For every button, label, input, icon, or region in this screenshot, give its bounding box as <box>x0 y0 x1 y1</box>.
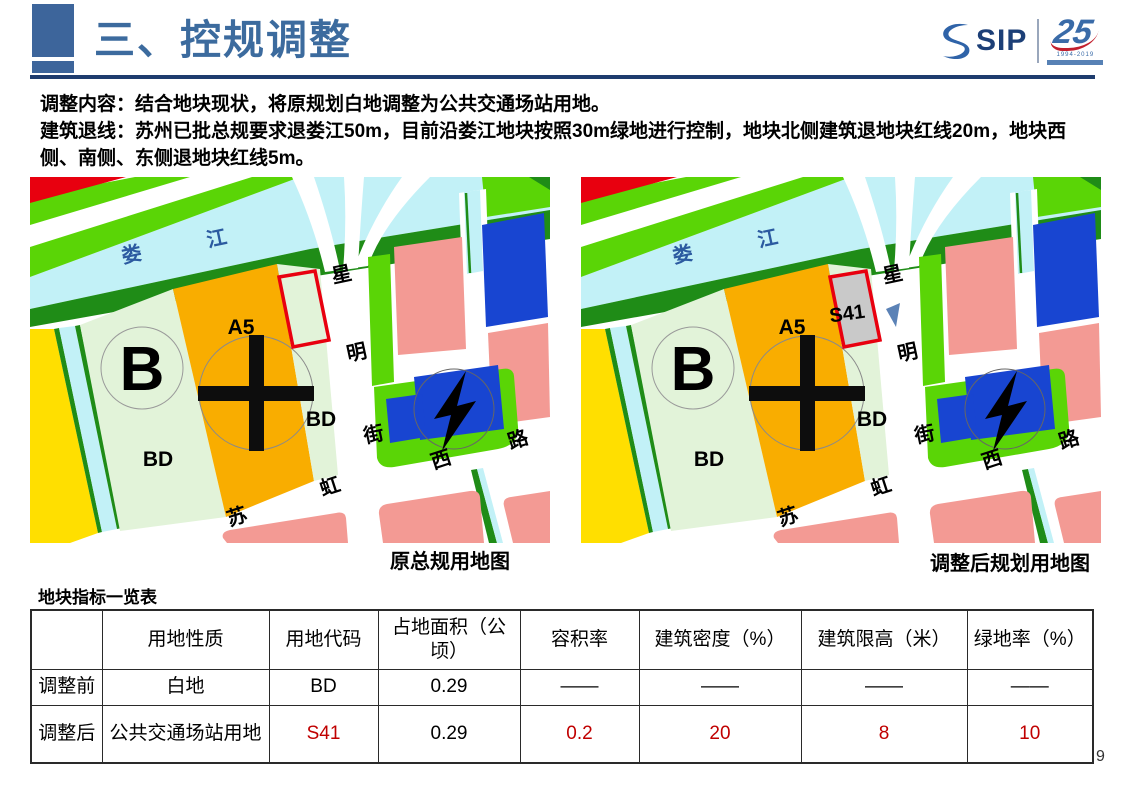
setback-paragraph: 建筑退线：苏州已批总规要求退娄江50m，目前沿娄江地块按照30m绿地进行控制，地… <box>40 120 1067 169</box>
page-title: 三、控规调整 <box>94 17 352 63</box>
caption-original-plan: 原总规用地图 <box>390 551 510 573</box>
logo-divider <box>1037 19 1040 63</box>
row-label-after: 调整后 <box>30 704 103 764</box>
header-density: 建筑密度（%） <box>638 609 802 670</box>
adjusted-parcel-s41 <box>827 268 883 350</box>
page-number: 9 <box>1096 748 1105 765</box>
header-empty <box>30 609 103 670</box>
header-far: 容积率 <box>519 609 640 670</box>
anniversary-25-logo: 25 1994-2019 <box>1047 13 1104 65</box>
cell-after-far: 0.2 <box>519 704 640 764</box>
header-rule <box>30 75 1095 79</box>
cell-after-height: 8 <box>800 704 968 764</box>
table-header-row: 用地性质 用地代码 占地面积（公顷） 容积率 建筑密度（%） 建筑限高（米） 绿… <box>30 609 1094 670</box>
cell-before-density: —— <box>638 668 802 706</box>
cell-before-land-code: BD <box>268 668 379 706</box>
cell-after-density: 20 <box>638 704 802 764</box>
table-row-before: 调整前 白地 BD 0.29 —— —— —— —— <box>30 668 1094 706</box>
table-title: 地块指标一览表 <box>38 588 157 607</box>
pointer-arrow-icon <box>886 303 900 327</box>
header-land-code: 用地代码 <box>268 609 379 670</box>
table-row-after: 调整后 公共交通场站用地 S41 0.29 0.2 20 8 10 <box>30 704 1094 764</box>
row-label-before: 调整前 <box>30 668 103 706</box>
title-bullet-bar <box>32 61 74 73</box>
header-land-use: 用地性质 <box>101 609 270 670</box>
cell-before-far: —— <box>519 668 640 706</box>
cell-after-land-use: 公共交通场站用地 <box>101 704 270 764</box>
map-after-svg: S41 <box>581 177 1101 543</box>
cell-before-green: —— <box>966 668 1094 706</box>
header-area: 占地面积（公顷） <box>377 609 521 670</box>
header-green-rate: 绿地率（%） <box>966 609 1094 670</box>
cell-before-height: —— <box>800 668 968 706</box>
title-bullet-square <box>32 4 74 57</box>
adjusted-parcel-outline-before <box>276 268 332 350</box>
anniversary-minitext-bar <box>1047 60 1104 65</box>
sip-logo-text: SIP <box>976 24 1028 57</box>
cell-after-area: 0.29 <box>377 704 521 764</box>
parcel-indicator-table: 用地性质 用地代码 占地面积（公顷） 容积率 建筑密度（%） 建筑限高（米） 绿… <box>30 609 1094 764</box>
adjustment-content-paragraph: 调整内容：结合地块现状，将原规划白地调整为公共交通场站用地。 <box>40 94 611 115</box>
map-before-svg: 娄 江 星 明 街 苏 虹 西 路 B BD BD A5 <box>30 177 550 543</box>
anniversary-years: 1994-2019 <box>1056 52 1095 58</box>
header-height-limit: 建筑限高（米） <box>800 609 968 670</box>
cell-after-green: 10 <box>966 704 1094 764</box>
cell-before-land-use: 白地 <box>101 668 270 706</box>
parcel-label-s41: S41 <box>828 301 866 328</box>
caption-adjusted-plan: 调整后规划用地图 <box>930 553 1090 575</box>
cell-before-area: 0.29 <box>377 668 521 706</box>
sip-logo: SIP 25 1994-2019 <box>938 10 1108 72</box>
anniversary-25-number: 25 <box>1049 13 1102 51</box>
sip-swoosh-icon <box>943 23 970 60</box>
cell-after-land-code: S41 <box>268 704 379 764</box>
body-text: 调整内容：结合地块现状，将原规划白地调整为公共交通场站用地。 建筑退线：苏州已批… <box>40 92 1098 173</box>
